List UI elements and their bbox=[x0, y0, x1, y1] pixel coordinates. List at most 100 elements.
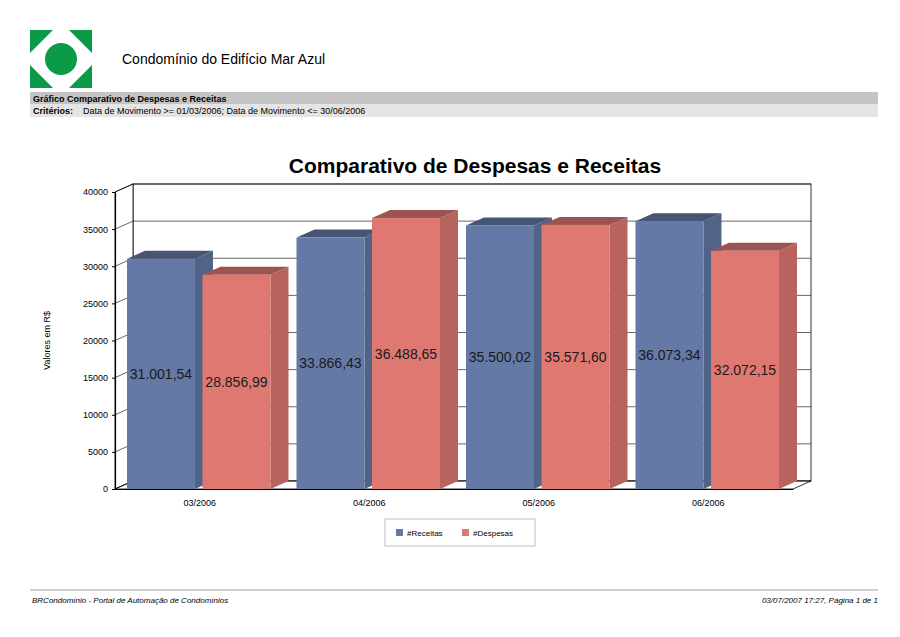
x-tick: 04/2006 bbox=[353, 498, 386, 508]
chart-svg: Condomínio do Edifício Mar Azul Gráfico C… bbox=[0, 0, 900, 637]
bar bbox=[711, 251, 779, 489]
y-axis: 0 5000 10000 15000 20000 25000 30000 35000 40000 bbox=[83, 187, 116, 494]
y-tick-mark bbox=[112, 378, 115, 379]
grid-line-side bbox=[115, 221, 133, 229]
bar bbox=[542, 225, 610, 489]
legend-label: #Despesas bbox=[473, 529, 513, 538]
footer-left: BRCondomínio - Portal de Automação de Co… bbox=[32, 596, 228, 605]
report-title: Gráfico Comparativo de Despesas e Receit… bbox=[33, 94, 227, 104]
logo-circle bbox=[45, 43, 77, 75]
bar-3d bbox=[711, 243, 797, 489]
page: Condomínio do Edifício Mar Azul Gráfico C… bbox=[0, 0, 900, 637]
y-tick-mark bbox=[112, 341, 115, 342]
bar-top bbox=[466, 217, 552, 225]
bar-top bbox=[372, 210, 458, 218]
data-label: 31.001,54 bbox=[130, 366, 192, 382]
y-tick: 35000 bbox=[83, 225, 115, 235]
y-tick-label: 30000 bbox=[83, 262, 108, 272]
bars bbox=[127, 210, 797, 489]
y-tick-label: 35000 bbox=[83, 225, 108, 235]
bar-top bbox=[127, 251, 213, 259]
bar-3d bbox=[297, 230, 383, 489]
organization: Condomínio do Edifício Mar Azul bbox=[122, 51, 325, 67]
y-tick-mark bbox=[112, 489, 115, 490]
plot-frame bbox=[115, 184, 811, 489]
y-tick-label: 25000 bbox=[83, 299, 108, 309]
y-axis-line bbox=[115, 193, 116, 490]
y-tick-label: 5000 bbox=[88, 447, 108, 457]
grid-line-side bbox=[115, 184, 133, 192]
bar-3d bbox=[127, 251, 213, 489]
y-tick: 10000 bbox=[83, 410, 115, 420]
bar bbox=[203, 275, 271, 489]
bar-side bbox=[440, 210, 458, 489]
x-axis: 03/2006 04/2006 05/2006 06/2006 bbox=[116, 490, 794, 509]
y-tick-mark bbox=[112, 229, 115, 230]
legend-swatch bbox=[462, 529, 469, 536]
data-label: 35.500,02 bbox=[469, 349, 531, 365]
footer-rule bbox=[30, 590, 878, 591]
bar-top bbox=[203, 267, 289, 275]
logo bbox=[30, 30, 92, 88]
chart-title: Comparativo de Despesas e Receitas bbox=[289, 154, 661, 177]
bar bbox=[297, 238, 365, 489]
legend-swatch bbox=[396, 529, 403, 536]
y-tick-mark bbox=[112, 415, 115, 416]
x-tick: 05/2006 bbox=[522, 498, 555, 508]
legend-box bbox=[385, 519, 535, 546]
bar-side bbox=[610, 217, 628, 489]
bar bbox=[636, 221, 704, 489]
x-tick: 03/2006 bbox=[183, 498, 216, 508]
bar-3d bbox=[466, 217, 552, 489]
x-tick-label: 04/2006 bbox=[353, 498, 386, 508]
y-tick-label: 10000 bbox=[83, 410, 108, 420]
data-label: 33.866,43 bbox=[299, 355, 361, 371]
x-tick-label: 05/2006 bbox=[522, 498, 555, 508]
bar-top bbox=[297, 230, 383, 238]
data-label: 32.072,15 bbox=[714, 362, 776, 378]
x-tick-label: 03/2006 bbox=[183, 498, 216, 508]
y-tick: 30000 bbox=[83, 262, 115, 272]
bar bbox=[127, 259, 195, 489]
bar-side bbox=[271, 267, 289, 489]
bar-top bbox=[636, 213, 722, 221]
report-title-bar bbox=[30, 92, 878, 104]
y-tick-label: 15000 bbox=[83, 373, 108, 383]
y-tick: 0 bbox=[103, 484, 115, 494]
bar bbox=[466, 225, 534, 489]
criteria: Data de Movimento >= 01/03/2006; Data de… bbox=[83, 106, 365, 116]
y-tick: 15000 bbox=[83, 373, 115, 383]
y-tick-label: 20000 bbox=[83, 336, 108, 346]
y-tick-mark bbox=[112, 452, 115, 453]
criteria-bar bbox=[30, 104, 878, 117]
y-tick-mark bbox=[112, 303, 115, 304]
y-tick-mark bbox=[112, 192, 115, 193]
y-axis-title: Valores em R$ bbox=[42, 311, 52, 370]
data-label: 36.488,65 bbox=[375, 346, 437, 362]
y-tick-label: 0 bbox=[103, 484, 108, 494]
y-tick: 40000 bbox=[83, 187, 115, 197]
bar-3d bbox=[372, 210, 458, 489]
legend: #Receitas #Despesas bbox=[385, 519, 535, 546]
data-label: 36.073,34 bbox=[638, 347, 700, 363]
footer-right: 03/07/2007 17:27, Página 1 de 1 bbox=[762, 596, 878, 605]
x-axis-line bbox=[116, 489, 794, 490]
grid-line bbox=[133, 184, 811, 185]
y-tick-label: 40000 bbox=[83, 187, 108, 197]
bar-top bbox=[542, 217, 628, 225]
y-tick: 25000 bbox=[83, 299, 115, 309]
criteria-label: Critérios: bbox=[33, 106, 73, 116]
y-tick-mark bbox=[112, 266, 115, 267]
y-tick: 5000 bbox=[88, 447, 115, 457]
bar-3d bbox=[542, 217, 628, 489]
data-label: 28.856,99 bbox=[205, 374, 267, 390]
legend-label: #Receitas bbox=[407, 529, 443, 538]
bar-side bbox=[779, 243, 797, 489]
x-tick: 06/2006 bbox=[692, 498, 725, 508]
data-label: 35.571,60 bbox=[544, 349, 606, 365]
grid bbox=[115, 184, 811, 489]
bar bbox=[372, 218, 440, 489]
bar-3d bbox=[203, 267, 289, 489]
y-tick: 20000 bbox=[83, 336, 115, 346]
x-tick-label: 06/2006 bbox=[692, 498, 725, 508]
